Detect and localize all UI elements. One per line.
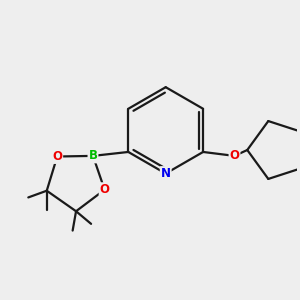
Text: O: O [100,183,110,196]
Text: B: B [88,149,98,162]
Text: O: O [230,149,239,162]
Text: O: O [52,150,62,163]
Text: N: N [161,167,171,180]
